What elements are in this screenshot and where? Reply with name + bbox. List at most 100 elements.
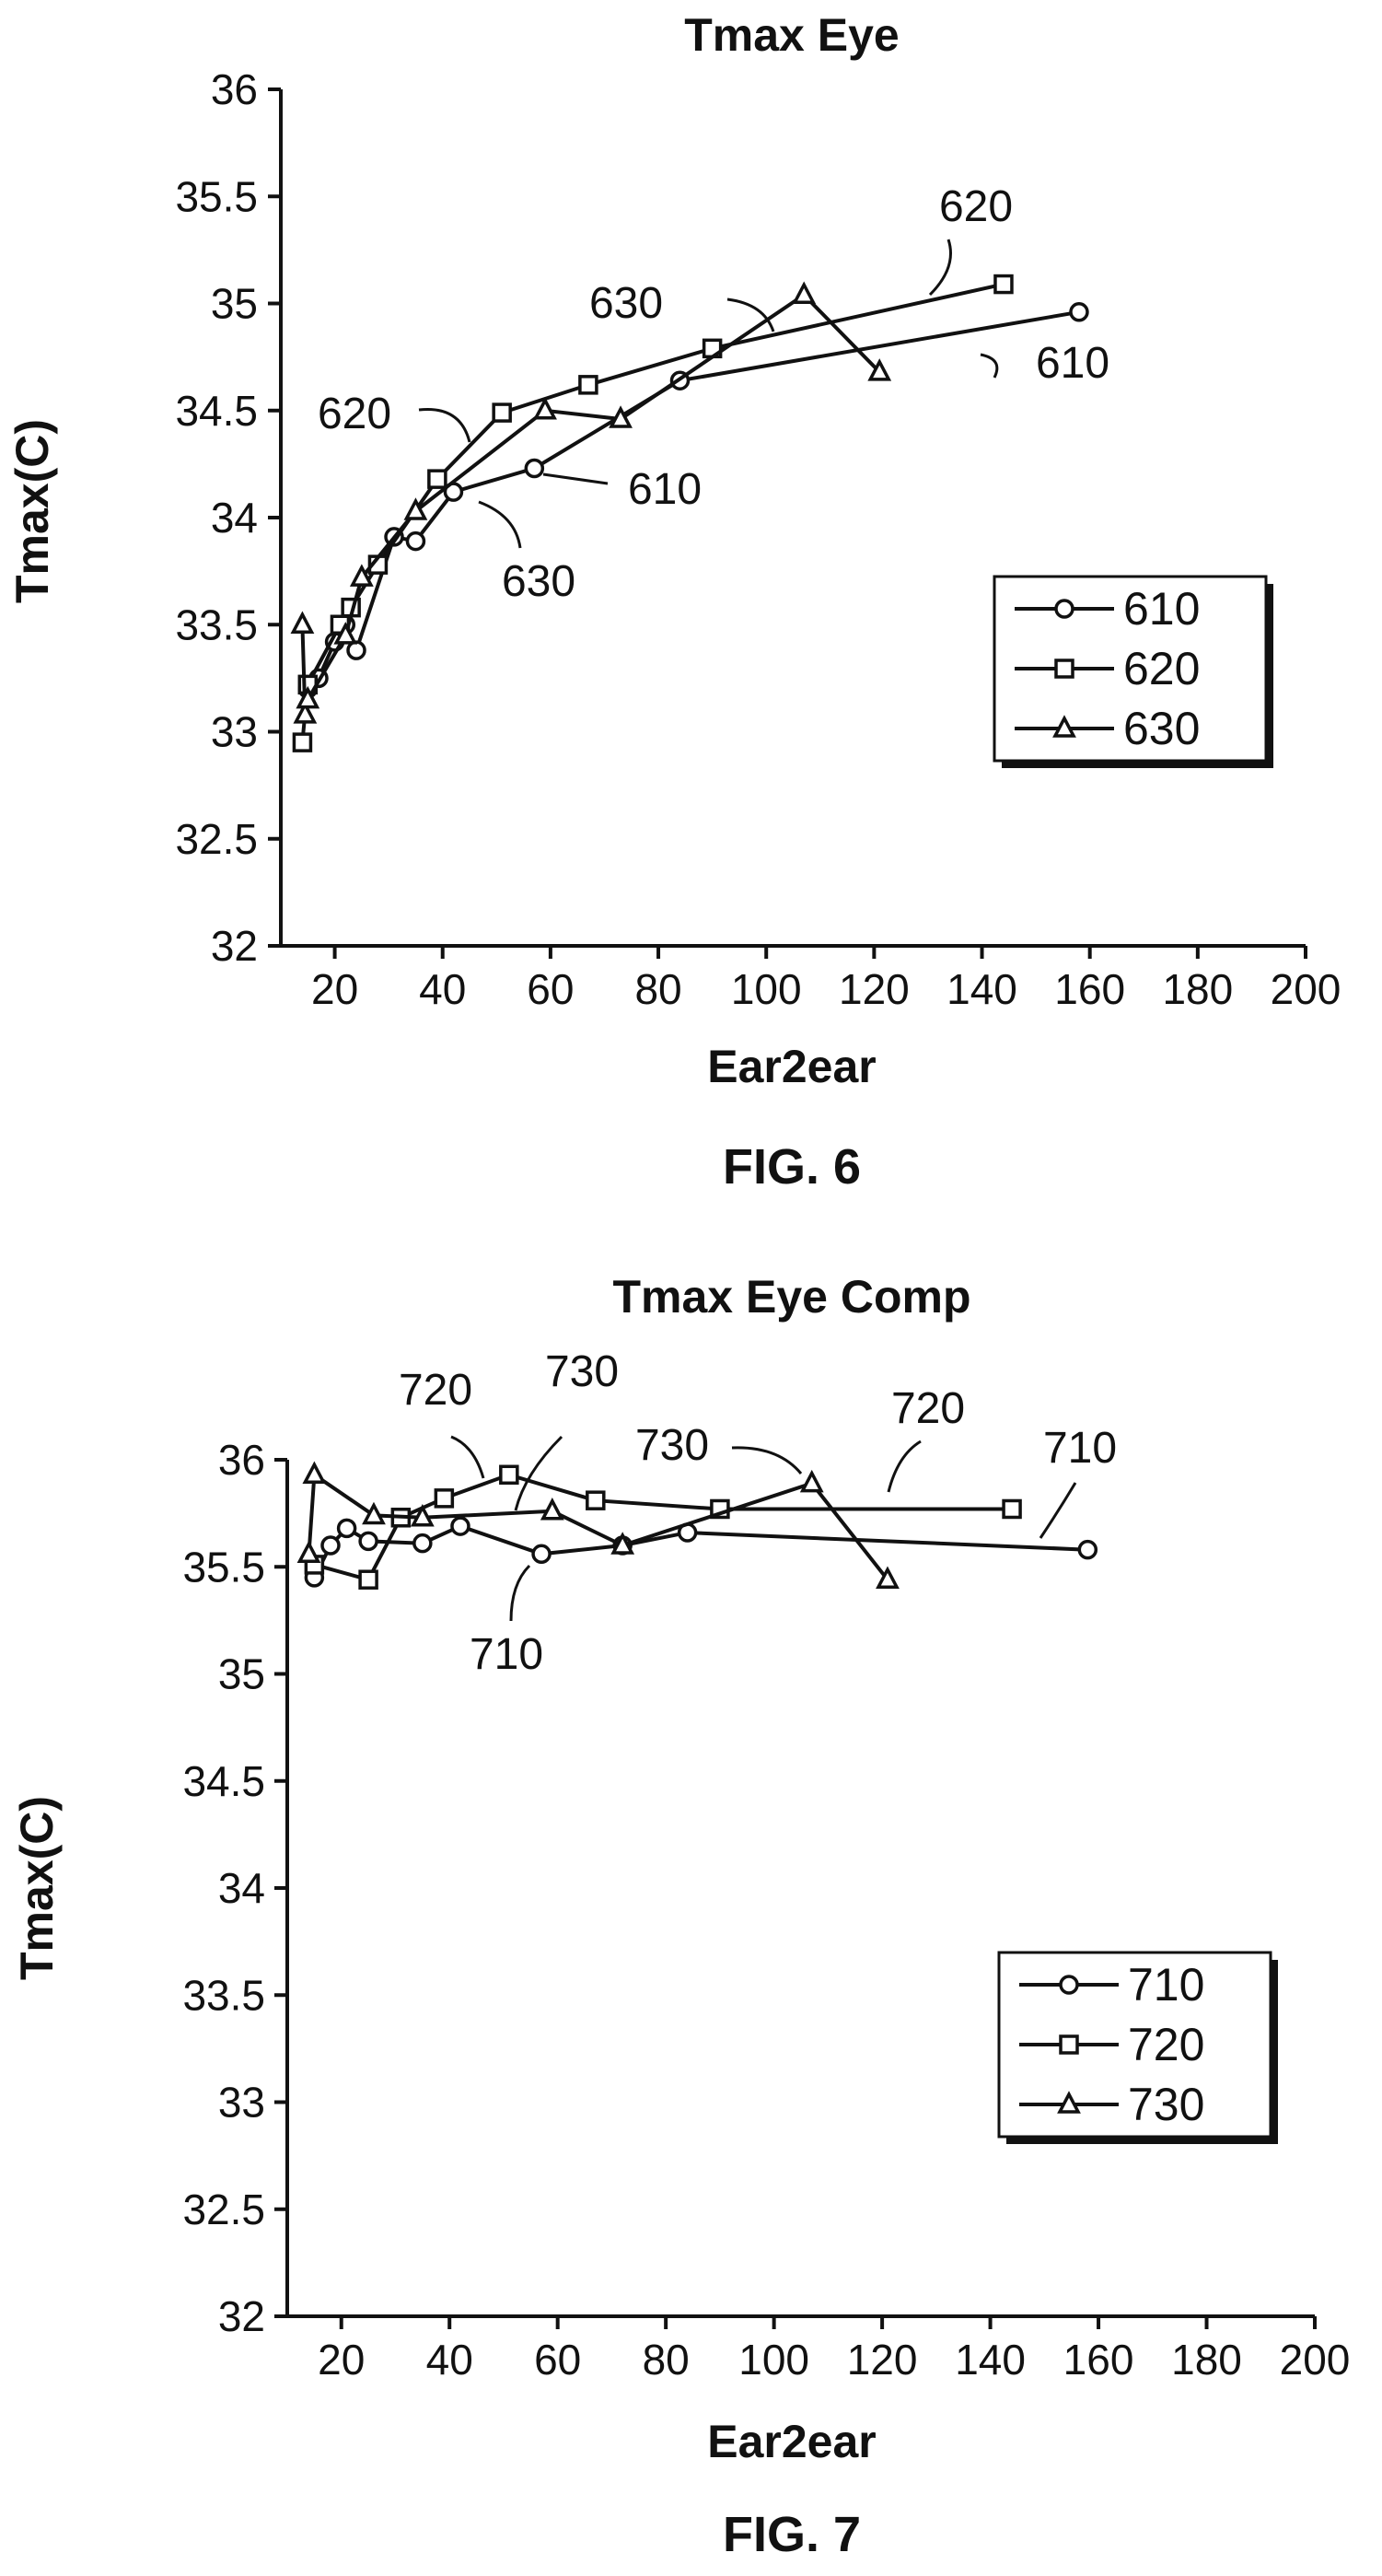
x-tick-label: 140 xyxy=(946,965,1017,1013)
triangle-marker xyxy=(296,685,320,709)
square-marker xyxy=(434,1488,455,1509)
series-730 xyxy=(296,1461,900,1589)
x-tick-label: 120 xyxy=(839,965,910,1013)
leader-line xyxy=(478,500,522,549)
axes xyxy=(285,1460,1315,2318)
square-marker xyxy=(578,375,598,395)
triangle-marker xyxy=(609,405,633,428)
square-marker xyxy=(292,732,313,752)
legend-entry-730: 730 xyxy=(1019,2079,1204,2130)
series-line xyxy=(313,1473,1013,1582)
legend-label: 630 xyxy=(1123,703,1200,754)
annotations: 720 730 730 720 710 710 xyxy=(399,1347,1117,1679)
x-tick-label: 60 xyxy=(527,965,574,1013)
x-tick-label: 200 xyxy=(1271,965,1341,1013)
y-tick-label: 33.5 xyxy=(182,1971,265,2019)
series-710 xyxy=(304,1516,1098,1588)
circle-marker xyxy=(405,530,426,552)
square-marker xyxy=(1059,2034,1079,2055)
annotation-label: 630 xyxy=(589,279,663,328)
square-marker xyxy=(499,1464,519,1486)
triangle-marker xyxy=(293,701,318,724)
tick-labels: 32 32.5 33 33.5 34 34.5 35 35.5 36 20 40 60 80 100 120… xyxy=(182,1436,1350,2384)
y-tick-label: 33 xyxy=(211,708,258,756)
circle-marker xyxy=(1077,1539,1098,1560)
circle-marker xyxy=(1054,599,1074,619)
circle-marker xyxy=(346,640,366,660)
legend-label: 720 xyxy=(1128,2019,1204,2070)
leader-line xyxy=(418,407,471,443)
annotation-label: 710 xyxy=(1043,1424,1117,1473)
tick-marks xyxy=(274,1458,1317,2329)
leader-line xyxy=(514,1435,563,1511)
x-tick-label: 120 xyxy=(847,2336,918,2384)
triangle-marker xyxy=(867,358,892,381)
y-tick-label: 34.5 xyxy=(175,387,258,435)
tick-labels: 32 32.5 33 33.5 34 34.5 35 35.5 36 20 40 60 80 100 120… xyxy=(175,65,1341,1013)
plot-area xyxy=(290,274,1089,752)
triangle-marker xyxy=(410,1504,435,1527)
square-marker xyxy=(427,469,447,489)
leader-line xyxy=(731,1446,803,1474)
square-marker xyxy=(358,1569,378,1590)
legend-label: 610 xyxy=(1123,583,1200,635)
square-marker xyxy=(1054,659,1074,679)
y-tick-label: 34 xyxy=(211,494,258,542)
chart-fig6: Tmax Eye Tmax(C) Ear2ear FIG. 6 32 32.5 33… xyxy=(6,9,1341,1195)
leader-line xyxy=(726,297,775,332)
series-630 xyxy=(290,281,892,724)
leader-line xyxy=(980,353,999,379)
triangle-marker xyxy=(290,611,315,634)
square-marker xyxy=(586,1490,606,1510)
triangle-marker xyxy=(302,1461,327,1485)
tick-marks xyxy=(268,87,1307,959)
leader-line xyxy=(887,1440,922,1493)
circle-marker xyxy=(358,1531,378,1552)
chart-title: Tmax Eye xyxy=(684,9,899,61)
y-tick-label: 33.5 xyxy=(175,600,258,648)
x-tick-label: 40 xyxy=(419,965,466,1013)
plot-area xyxy=(296,1461,1098,1590)
triangle-marker xyxy=(403,497,428,520)
leader-lines xyxy=(450,1435,1077,1622)
circle-marker xyxy=(336,1518,357,1539)
triangle-marker xyxy=(362,1501,386,1525)
x-axis-label: Ear2ear xyxy=(707,2416,877,2467)
circle-marker xyxy=(320,1535,341,1556)
circle-marker xyxy=(412,1533,433,1554)
annotation-label: 620 xyxy=(939,182,1013,231)
square-marker xyxy=(492,402,512,423)
leader-line xyxy=(1039,1482,1077,1539)
x-tick-label: 180 xyxy=(1171,2336,1242,2384)
annotation-label: 720 xyxy=(891,1384,965,1433)
y-tick-label: 35 xyxy=(218,1650,265,1698)
legend: 710 720 730 xyxy=(997,1951,1278,2144)
series-line xyxy=(300,292,881,716)
x-tick-label: 180 xyxy=(1162,965,1233,1013)
y-tick-label: 36 xyxy=(211,65,258,113)
circle-marker xyxy=(531,1544,552,1565)
legend-entry-620: 620 xyxy=(1015,643,1200,694)
x-tick-label: 200 xyxy=(1280,2336,1351,2384)
x-tick-label: 140 xyxy=(955,2336,1026,2384)
y-axis-label: Tmax(C) xyxy=(6,419,58,603)
triangle-marker xyxy=(799,1469,824,1493)
y-tick-label: 36 xyxy=(218,1436,265,1484)
triangle-marker xyxy=(1052,715,1076,738)
y-tick-label: 35.5 xyxy=(175,172,258,220)
triangle-marker xyxy=(540,1498,564,1521)
triangle-marker xyxy=(792,281,817,304)
x-tick-label: 80 xyxy=(643,2336,690,2384)
x-tick-label: 20 xyxy=(311,965,358,1013)
y-tick-label: 34 xyxy=(218,1864,265,1912)
y-tick-label: 35 xyxy=(211,280,258,328)
leader-line xyxy=(509,1564,531,1622)
legend-entry-610: 610 xyxy=(1015,583,1200,635)
x-tick-label: 40 xyxy=(426,2336,473,2384)
y-tick-label: 32.5 xyxy=(175,815,258,863)
annotation-label: 630 xyxy=(502,557,575,606)
x-tick-label: 20 xyxy=(318,2336,365,2384)
square-marker xyxy=(993,274,1014,295)
legend-label: 710 xyxy=(1128,1959,1204,2011)
